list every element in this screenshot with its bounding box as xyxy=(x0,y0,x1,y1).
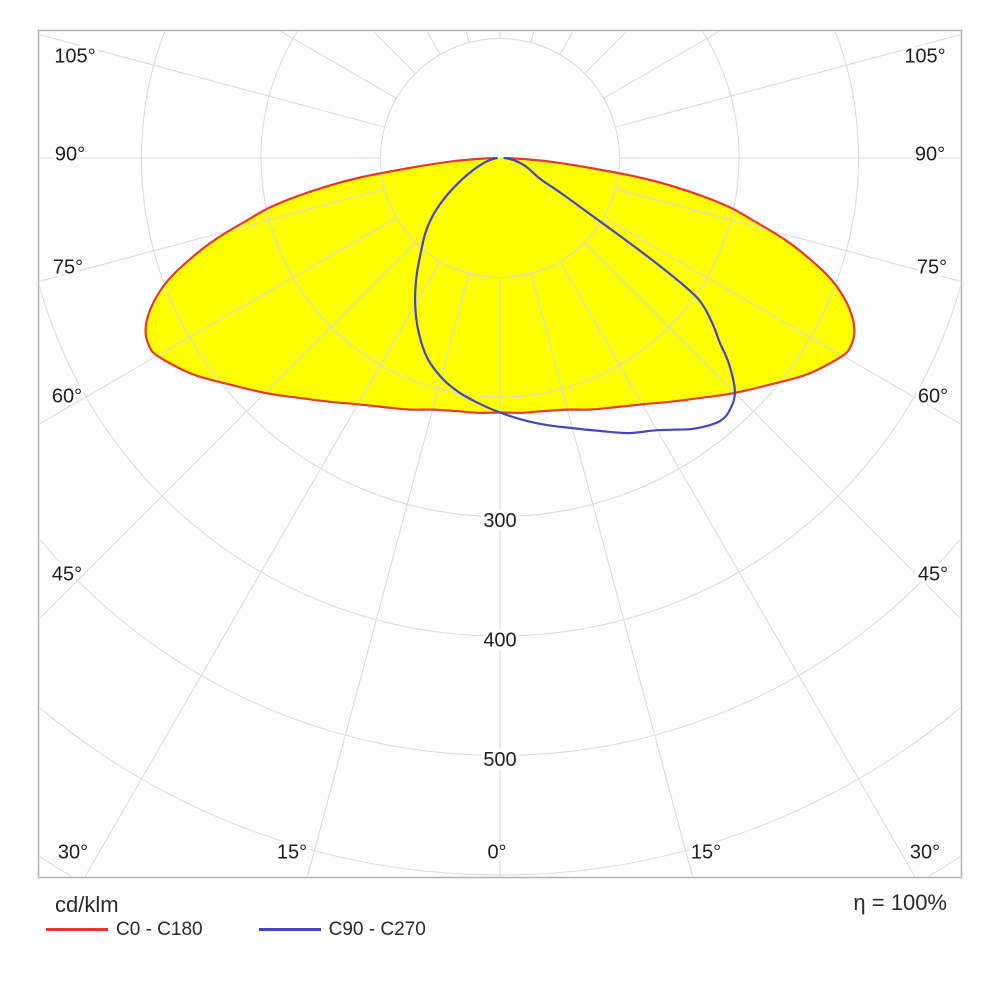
legend-line-blue-icon xyxy=(258,928,321,931)
grid-spoke-15 xyxy=(530,273,694,877)
legend: C0 - C180 C90 - C270 xyxy=(46,920,426,939)
grid-spoke-45 xyxy=(584,242,961,620)
grid-spoke-255 xyxy=(39,34,385,128)
angle-tick-label-7: 0° xyxy=(487,841,506,863)
grid-spoke-30 xyxy=(559,261,916,877)
grid-spoke-285 xyxy=(39,188,385,282)
angle-tick-label-6: 15° xyxy=(277,841,307,863)
grid-spoke-315 xyxy=(39,242,416,620)
angle-tick-label-0: 105° xyxy=(54,45,95,67)
grid-spoke-75 xyxy=(615,188,961,282)
angle-tick-label-4: 45° xyxy=(52,563,82,585)
legend-item-c90-c270: C90 - C270 xyxy=(258,919,426,940)
radial-tick-label-300: 300 xyxy=(483,510,516,532)
angle-tick-label-11: 60° xyxy=(918,385,948,407)
angle-tick-label-3: 60° xyxy=(52,385,82,407)
radial-tick-label-400: 400 xyxy=(483,629,516,651)
angle-tick-label-1: 90° xyxy=(55,143,85,165)
legend-item-c0-c180: C0 - C180 xyxy=(46,920,203,939)
angle-tick-label-14: 105° xyxy=(904,45,945,67)
units-label: cd/klm xyxy=(55,892,119,917)
angle-tick-label-12: 75° xyxy=(917,256,947,278)
legend-line-red-icon xyxy=(46,928,108,931)
angle-tick-label-10: 45° xyxy=(918,563,948,585)
grid-spoke-330 xyxy=(84,261,441,877)
legend-label-c0-c180: C0 - C180 xyxy=(116,919,203,940)
curve-c90-c270 xyxy=(413,156,737,435)
angle-tick-label-8: 15° xyxy=(691,841,721,863)
angle-tick-label-5: 30° xyxy=(58,841,88,863)
grid-spoke-300 xyxy=(39,217,397,425)
angle-tick-label-9: 30° xyxy=(910,841,940,863)
grid-spoke-345 xyxy=(306,273,470,877)
efficiency-label: η = 100% xyxy=(853,890,947,915)
legend-label-c90-c270: C90 - C270 xyxy=(328,919,426,940)
angle-tick-label-13: 90° xyxy=(915,143,945,165)
angle-tick-label-2: 75° xyxy=(53,256,83,278)
radial-tick-label-500: 500 xyxy=(483,749,516,771)
grid-spoke-60 xyxy=(603,217,961,425)
grid-spoke-105 xyxy=(615,34,961,128)
